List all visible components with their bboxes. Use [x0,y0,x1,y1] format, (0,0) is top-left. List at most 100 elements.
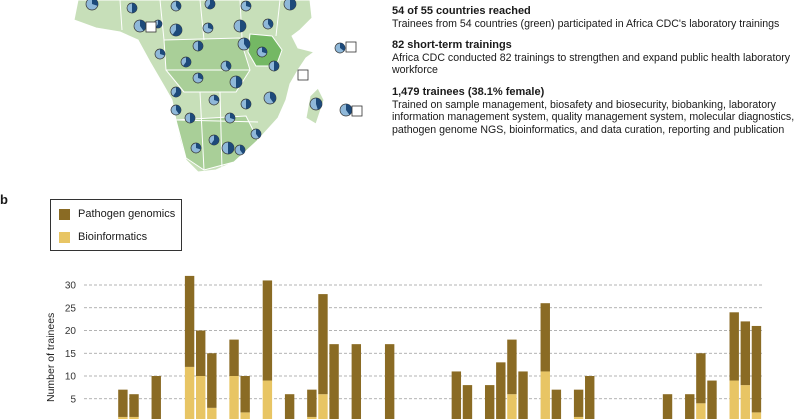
bar-pathogen-genomics [507,339,517,395]
legend-label: Pathogen genomics [78,208,176,220]
legend-item-pathogen: Pathogen genomics [59,208,175,220]
bar-bioinformatics [540,371,550,419]
country-pie [202,22,214,34]
bar-pathogen-genomics [696,353,706,404]
bar-pathogen-genomics [662,394,673,419]
country-pie [184,112,196,124]
bar-pathogen-genomics [262,280,273,381]
bar-pathogen-genomics [484,385,495,419]
country-marker-empty [145,21,157,33]
bar-pathogen-genomics [518,371,528,419]
bar-pathogen-genomics [729,312,739,381]
bar-pathogen-genomics [384,344,395,419]
country-pie [268,60,280,72]
country-pie [256,46,268,58]
map-countries [73,0,325,173]
bar-bioinformatics [196,376,206,419]
bar-pathogen-genomics [129,394,139,417]
bar-pathogen-genomics [573,389,584,417]
country-pie [133,19,147,33]
bar-pathogen-genomics [585,376,595,419]
bar-bioinformatics [118,416,128,419]
summary-stats: 54 of 55 countries reached Trainees from… [392,5,800,145]
bar-pathogen-genomics [540,303,550,372]
country-pie [170,104,182,116]
bar-pathogen-genomics [318,294,328,395]
country-pie [204,0,216,10]
bar-bioinformatics [318,394,328,419]
bar-pathogen-genomics [751,325,762,413]
bar-bioinformatics [229,376,239,419]
y-tick-label: 10 [65,372,77,383]
stat-description: Trained on sample management, biosafety … [392,98,795,136]
bar-bioinformatics [507,394,517,419]
y-axis-label: Number of trainees [45,313,57,402]
bar-pathogen-genomics [707,380,717,419]
bar-bioinformatics [184,366,195,419]
country-pie [221,141,235,155]
country-pie [283,0,297,11]
country-pie [192,40,204,52]
country-pie [334,42,346,54]
chart-bars [118,275,762,419]
bar-bioinformatics [207,407,217,419]
stat-title: 54 of 55 countries reached [392,5,531,17]
bar-pathogen-genomics [685,394,695,419]
bar-pathogen-genomics [740,321,751,386]
y-tick-label: 25 [65,303,77,314]
bar-pathogen-genomics [229,339,239,376]
country-marker-empty [345,41,357,53]
bar-pathogen-genomics [196,330,206,376]
stat-trainings: 82 short-term trainings Africa CDC condu… [392,39,800,77]
map-borders [119,0,281,171]
y-tick-label: 5 [70,394,76,405]
country-pie [170,0,182,12]
country-pie [192,72,204,84]
y-tick-label: 30 [65,281,77,292]
bar-pathogen-genomics [240,376,250,413]
country-pie [208,134,220,146]
bar-bioinformatics [740,385,751,419]
legend-swatch-bioinformatics [59,231,70,243]
country-pie [220,60,232,72]
country-pie [224,112,236,124]
country-pie [190,142,202,154]
bar-pathogen-genomics [284,394,295,419]
bar-bioinformatics [307,416,317,419]
stat-title: 82 short-term trainings [392,39,512,52]
country-pie [240,0,252,12]
bar-bioinformatics [262,380,273,419]
country-pie [170,86,182,98]
bar-bioinformatics [240,412,250,419]
panel-label-b: b [0,192,8,207]
bar-bioinformatics [129,416,139,419]
legend-label: Bioinformatics [78,231,148,243]
bar-bioinformatics [729,380,739,419]
country-pie [208,94,220,106]
country-pie [154,48,166,60]
bar-pathogen-genomics [184,275,195,367]
country-pie [250,128,262,140]
bar-chart: 5101520253035 Number of trainees [45,275,762,419]
country-pie [240,98,252,110]
bar-bioinformatics [751,412,762,419]
bar-pathogen-genomics [551,389,562,419]
bar-pathogen-genomics [451,371,462,419]
bar-bioinformatics [696,403,706,419]
country-pie [169,23,183,37]
bar-pathogen-genomics [496,362,506,419]
y-tick-label: 20 [65,326,77,337]
legend-swatch-pathogen [59,208,70,220]
y-axis-ticks: 5101520253035 [65,281,77,406]
country-pie [237,37,251,51]
country-pies [85,0,353,156]
y-tick-label: 15 [65,349,77,360]
bar-pathogen-genomics [329,344,339,419]
bar-pathogen-genomics [118,389,128,417]
stat-title: 1,479 trainees (38.1% female) [392,85,545,98]
bar-pathogen-genomics [462,385,473,419]
bar-pathogen-genomics [351,344,362,419]
country-pie [309,97,323,111]
island-markers [145,21,363,117]
country-marker-empty [351,105,363,117]
